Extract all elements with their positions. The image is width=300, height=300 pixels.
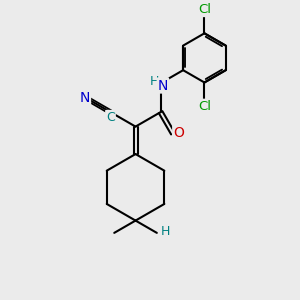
Text: N: N: [80, 92, 90, 105]
Text: H: H: [161, 225, 170, 238]
Text: Cl: Cl: [198, 100, 211, 113]
Text: O: O: [173, 126, 184, 140]
Text: C: C: [106, 111, 115, 124]
Text: H: H: [149, 75, 159, 88]
Text: Cl: Cl: [198, 3, 211, 16]
Text: N: N: [158, 79, 168, 92]
